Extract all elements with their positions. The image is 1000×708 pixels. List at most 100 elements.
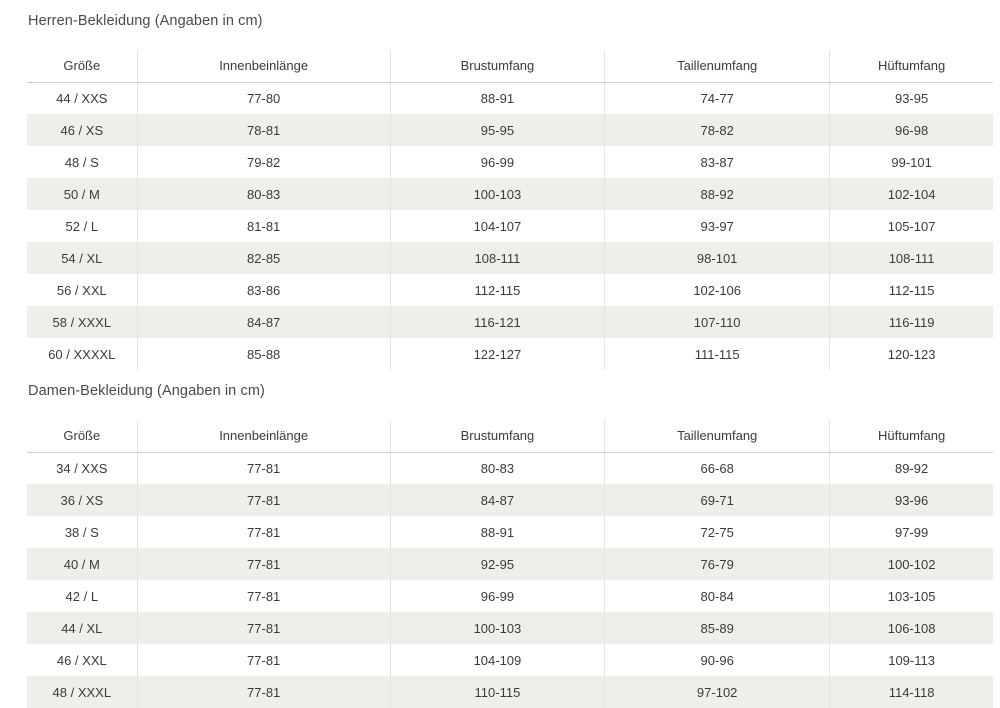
- column-header: Hüftumfang: [829, 50, 993, 83]
- size-label-cell: 36 / XS: [27, 484, 138, 516]
- measurement-cell: 110-115: [390, 676, 606, 708]
- section-herren-bekleidung: Herren-Bekleidung (Angaben in cm) Größe I…: [0, 12, 1000, 370]
- column-header: Größe: [27, 420, 138, 453]
- measurement-cell: 100-102: [829, 548, 993, 580]
- section-title-damen: Damen-Bekleidung (Angaben in cm): [28, 383, 265, 399]
- measurement-cell: 112-115: [390, 274, 606, 306]
- column-header: Taillenumfang: [604, 50, 831, 83]
- measurement-cell: 97-99: [894, 524, 929, 540]
- measurement-cell: 80-83: [390, 452, 606, 484]
- size-label-cell: 56 / XXL: [27, 274, 138, 306]
- size-label-cell: 38 / S: [27, 516, 138, 548]
- table-body: 44 / XXS 77-80 88-91 74-77 93-95 46 / XS 78-81…: [27, 82, 993, 370]
- table-row: 46 / XXL 77-81 104-109 90-96 109-113: [27, 644, 993, 676]
- measurement-cell: 108-111: [390, 242, 606, 274]
- measurement-cell: 66-68: [604, 452, 831, 484]
- table-body: 34 / XXS 77-81 80-83 66-68 89-92 36 / XS 77-81…: [27, 452, 993, 708]
- size-label-cell: 48 / XXXL: [27, 676, 138, 708]
- measurement-cell: 97-102: [604, 676, 831, 708]
- measurement-cell: 114-118: [829, 676, 993, 708]
- header-row: Größe Innenbeinlänge Brustumfang Taillenumf…: [27, 420, 993, 453]
- measurement-cell: 103-105: [887, 588, 936, 604]
- table-row: 40 / M 77-81 92-95 76-79 100-102: [27, 548, 993, 580]
- measurement-cell: 77-81: [137, 548, 391, 580]
- measurement-cell: 88-92: [604, 178, 831, 210]
- measurement-cell: 77-81: [137, 612, 391, 644]
- measurement-cell: 100-103: [390, 612, 606, 644]
- size-label-cell: 34 / XXS: [27, 452, 138, 484]
- measurement-cell: 104-109: [390, 644, 606, 676]
- measurement-cell: 120-123: [887, 346, 936, 362]
- header-row: Größe Innenbeinlänge Brustumfang Taillenumf…: [27, 50, 993, 83]
- measurement-cell: 83-86: [137, 274, 391, 306]
- measurement-cell: 85-89: [604, 612, 831, 644]
- measurement-cell: 116-121: [390, 306, 606, 338]
- measurement-cell: 77-80: [137, 82, 391, 114]
- measurement-cell: 81-81: [137, 210, 391, 242]
- table-row: 44 / XL 77-81 100-103 85-89 106-108: [27, 612, 993, 644]
- size-label-cell: 44 / XL: [27, 612, 138, 644]
- table-row: 50 / M 80-83 100-103 88-92 102-104: [27, 178, 993, 210]
- table-row: 38 / S 77-81 88-91 72-75 97-99: [27, 516, 993, 548]
- table-row: 52 / L 81-81 104-107 93-97 105-107: [27, 210, 993, 242]
- measurement-cell: 88-91: [390, 82, 606, 114]
- column-header: Größe: [27, 50, 138, 83]
- measurement-cell: 96-99: [390, 580, 606, 612]
- column-header: Brustumfang: [390, 420, 606, 453]
- measurement-cell: 77-81: [137, 484, 391, 516]
- table-row: 60 / XXXXL 85-88 122-127 111-115 120-123: [27, 338, 993, 370]
- table-row: 48 / XXXL 77-81 110-115 97-102 114-118: [27, 676, 993, 708]
- measurement-cell: 77-81: [137, 580, 391, 612]
- measurement-cell: 109-113: [888, 652, 935, 668]
- measurement-cell: 102-106: [604, 274, 831, 306]
- table-row: 34 / XXS 77-81 80-83 66-68 89-92: [27, 452, 993, 484]
- measurement-cell: 112-115: [888, 282, 935, 298]
- column-header: Innenbeinlänge: [137, 50, 391, 83]
- size-label-cell: 40 / M: [27, 548, 138, 580]
- measurement-cell: 89-92: [894, 460, 929, 476]
- table-row: 48 / S 79-82 96-99 83-87 99-101: [27, 146, 993, 178]
- measurement-cell: 102-104: [829, 178, 993, 210]
- measurement-cell: 77-81: [137, 676, 391, 708]
- measurement-cell: 100-103: [390, 178, 606, 210]
- size-label-cell: 50 / M: [27, 178, 138, 210]
- measurement-cell: 95-95: [390, 114, 606, 146]
- measurement-cell: 78-82: [604, 114, 831, 146]
- measurement-cell: 74-77: [604, 82, 831, 114]
- measurement-cell: 69-71: [604, 484, 831, 516]
- measurement-cell: 88-91: [390, 516, 606, 548]
- measurement-cell: 85-88: [137, 338, 391, 370]
- measurement-cell: 98-101: [604, 242, 831, 274]
- table-row: 42 / L 77-81 96-99 80-84 103-105: [27, 580, 993, 612]
- section-damen-bekleidung: Damen-Bekleidung (Angaben in cm) Größe In…: [0, 382, 1000, 708]
- measurement-cell: 96-99: [390, 146, 606, 178]
- size-label-cell: 60 / XXXXL: [27, 338, 138, 370]
- table-row: 44 / XXS 77-80 88-91 74-77 93-95: [27, 82, 993, 114]
- measurement-cell: 104-107: [390, 210, 606, 242]
- measurement-cell: 106-108: [829, 612, 993, 644]
- measurement-cell: 92-95: [390, 548, 606, 580]
- column-header: Brustumfang: [390, 50, 606, 83]
- measurement-cell: 93-96: [829, 484, 993, 516]
- measurement-cell: 83-87: [604, 146, 831, 178]
- measurement-cell: 77-81: [137, 452, 391, 484]
- measurement-cell: 77-81: [137, 516, 391, 548]
- measurement-cell: 80-84: [604, 580, 831, 612]
- section-title-herren: Herren-Bekleidung (Angaben in cm): [28, 13, 263, 29]
- measurement-cell: 79-82: [137, 146, 391, 178]
- table-row: 36 / XS 77-81 84-87 69-71 93-96: [27, 484, 993, 516]
- measurement-cell: 76-79: [604, 548, 831, 580]
- measurement-cell: 107-110: [604, 306, 831, 338]
- size-label-cell: 46 / XS: [27, 114, 138, 146]
- measurement-cell: 108-111: [829, 242, 993, 274]
- measurement-cell: 122-127: [390, 338, 606, 370]
- damen-size-table: Größe Innenbeinlänge Brustumfang Taillenumf…: [27, 420, 993, 708]
- measurement-cell: 82-85: [137, 242, 391, 274]
- table-row: 46 / XS 78-81 95-95 78-82 96-98: [27, 114, 993, 146]
- column-header: Taillenumfang: [604, 420, 831, 453]
- size-label-cell: 58 / XXXL: [27, 306, 138, 338]
- measurement-cell: 116-119: [829, 306, 993, 338]
- column-header: Hüftumfang: [829, 420, 993, 453]
- measurement-cell: 72-75: [604, 516, 831, 548]
